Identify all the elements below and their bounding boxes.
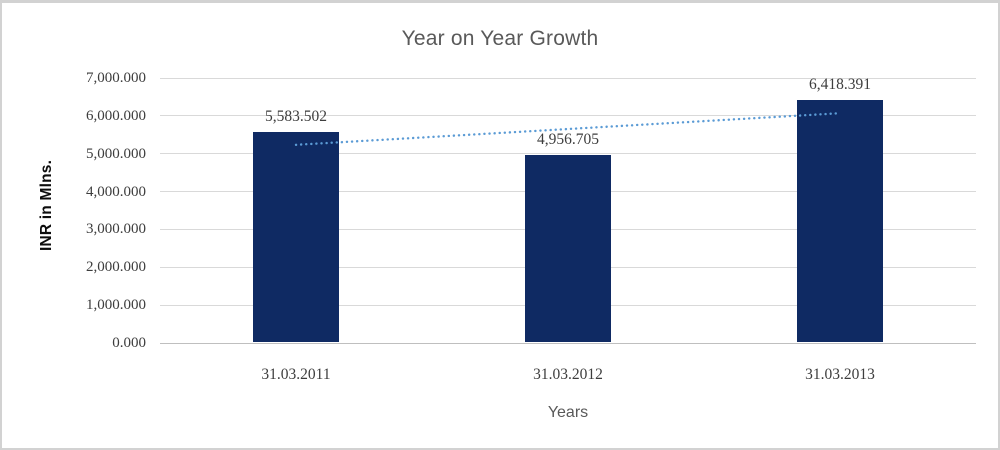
bar-value-label: 6,418.391 [809, 76, 871, 94]
y-tick-label: 7,000.000 [86, 70, 146, 86]
bar-value-label: 4,956.705 [537, 131, 599, 149]
gridline [160, 77, 976, 79]
x-tick-label: 31.03.2011 [261, 366, 331, 383]
y-tick-label: 0.000 [112, 335, 146, 351]
gridline [160, 153, 976, 155]
bar-31.03.2013 [797, 100, 883, 342]
x-axis-title: Years [547, 404, 589, 421]
x-tick-label: 31.03.2012 [533, 366, 603, 383]
chart-title: Year on Year Growth [401, 27, 599, 50]
y-tick-label: 5,000.000 [86, 145, 146, 162]
bar-value-label: 5,583.502 [265, 107, 327, 125]
x-axis-line [160, 342, 976, 344]
y-tick-label: 1,000.000 [86, 297, 146, 314]
y-tick-label: 3,000.000 [86, 221, 146, 238]
y-tick-label: 4,000.000 [86, 183, 146, 200]
plot-area: 5,583.502 4,956.705 6,418.391 [160, 76, 976, 344]
y-tick-label: 2,000.000 [86, 259, 146, 276]
y-axis-title: INR in Mlns. [38, 159, 55, 251]
y-tick-label: 6,000.000 [86, 107, 146, 124]
x-tick-label: 31.03.2013 [805, 366, 875, 383]
bar-31.03.2011 [253, 131, 339, 342]
bar-31.03.2012 [525, 155, 611, 342]
